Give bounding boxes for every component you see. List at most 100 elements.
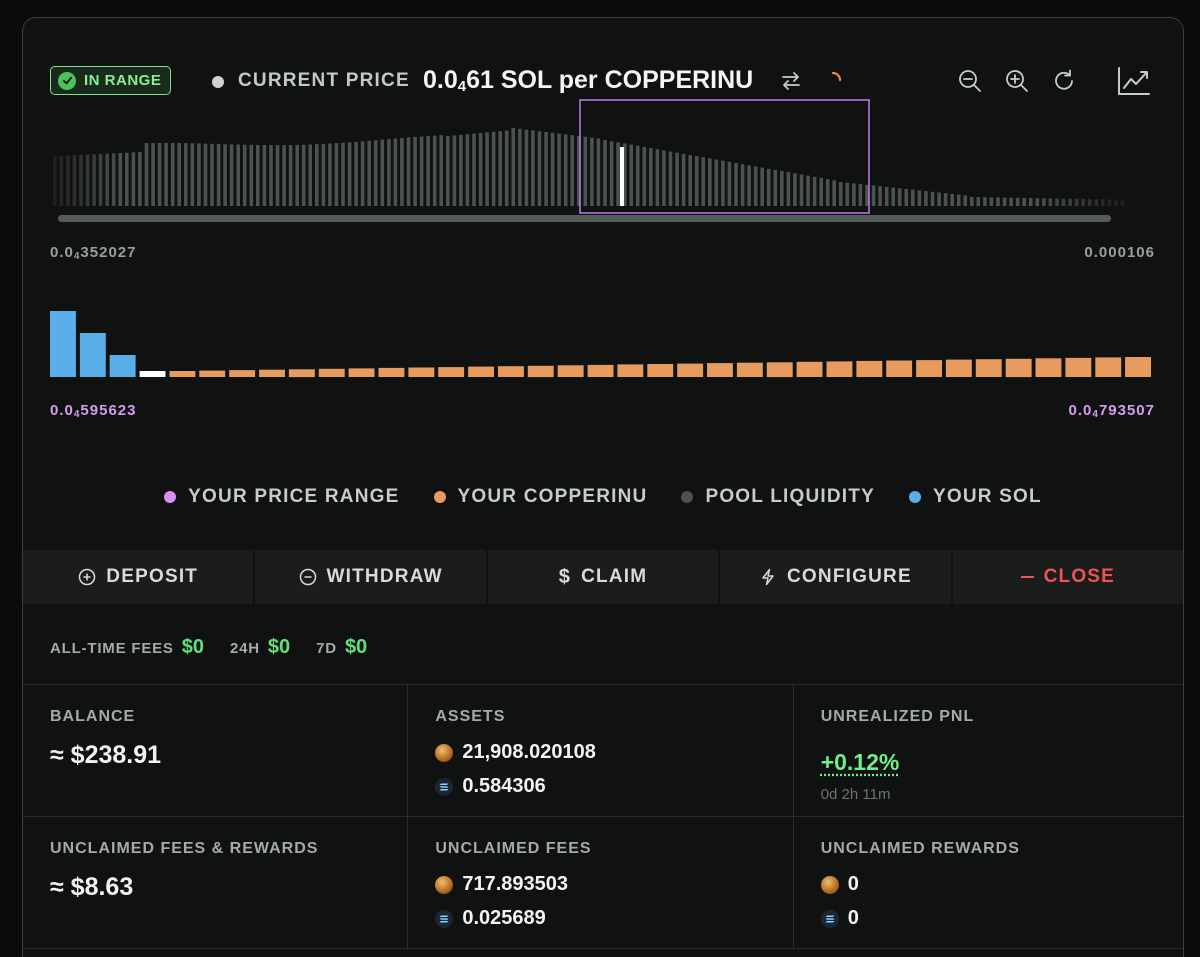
pool-liquidity-bar	[688, 155, 692, 206]
pool-liquidity-bar	[1120, 199, 1125, 206]
copperinu-position-bar	[796, 361, 823, 377]
pool-liquidity-bar	[760, 167, 764, 206]
pool-liquidity-bar	[203, 143, 208, 206]
chart-scrollbar[interactable]	[58, 215, 1111, 222]
pool-liquidity-bar	[321, 143, 326, 206]
reset-icon[interactable]	[1051, 68, 1077, 94]
legend-dot	[164, 491, 177, 503]
pool-liquidity-bar	[721, 160, 725, 206]
pool-liquidity-bar	[943, 193, 948, 206]
pool-liquidity-bar	[937, 192, 941, 206]
unclaimed-reward-copperinu: 0	[820, 873, 1183, 896]
copperinu-position-bar	[527, 365, 554, 378]
pool-liquidity-bar	[59, 155, 64, 206]
pool-liquidity-bar	[1048, 198, 1053, 206]
current-price-marker	[620, 147, 624, 206]
pool-liquidity-bar	[380, 139, 385, 206]
pool-liquidity-bar	[1094, 199, 1099, 206]
pool-liquidity-bar	[917, 190, 922, 206]
copperinu-position-bar	[318, 368, 345, 377]
pool-liquidity-bar	[419, 136, 424, 206]
configure-button[interactable]: CONFIGURE	[720, 550, 953, 604]
pool-liquidity-bar	[144, 143, 149, 206]
pool-liquidity-bar	[852, 183, 856, 206]
pool-liquidity-bar	[269, 145, 273, 206]
pool-liquidity-bar	[53, 156, 57, 206]
copperinu-position-bar	[1065, 357, 1092, 377]
sol-position-bar	[79, 333, 106, 377]
pool-liquidity-bar	[295, 144, 299, 206]
pool-liquidity-bar	[98, 153, 103, 206]
pool-liquidity-bar	[92, 154, 96, 206]
copperinu-position-bar	[438, 367, 465, 377]
pool-liquidity-bar	[799, 174, 804, 206]
pool-liquidity-bar	[1101, 199, 1105, 206]
all-time-fees-value: $0	[181, 636, 204, 658]
pool-liquidity-bar	[858, 184, 863, 206]
swap-icon[interactable]	[779, 69, 803, 93]
legend-copperinu: YOUR COPPERINU	[433, 486, 648, 508]
close-position-button[interactable]: CLOSE	[953, 550, 1183, 604]
pool-liquidity-bar	[753, 166, 758, 206]
unclaimed-total-cell: UNCLAIMED FEES & REWARDS ≈ $8.63	[23, 817, 409, 948]
legend-sol: YOUR SOL	[908, 486, 1042, 508]
copperinu-position-bar	[975, 359, 1002, 377]
pool-liquidity-bar	[557, 133, 561, 206]
24h-fees-value: $0	[267, 636, 291, 658]
copperinu-position-bar	[557, 365, 584, 377]
pool-liquidity-chart[interactable]	[23, 98, 1184, 228]
pool-liquidity-bar	[347, 142, 352, 206]
current-price-label: CURRENT PRICE	[238, 70, 410, 91]
deposit-button[interactable]: DEPOSIT	[23, 550, 256, 604]
chart-icon[interactable]	[1117, 66, 1151, 96]
pool-liquidity-bar	[341, 142, 345, 206]
pool-liquidity-bar	[354, 141, 358, 206]
pool-liquidity-bar	[1068, 198, 1072, 206]
pool-liquidity-bar	[151, 143, 155, 206]
current-price-value: 0.0461 SOL per COPPERINU	[423, 66, 754, 95]
position-max-label: 0.04793507	[1068, 402, 1155, 420]
withdraw-button[interactable]: WITHDRAW	[255, 550, 488, 604]
pool-liquidity-bar	[825, 179, 830, 206]
pool-liquidity-bar	[242, 144, 247, 206]
pool-liquidity-bar	[138, 152, 142, 206]
price-range-selection[interactable]	[579, 99, 870, 214]
copperinu-position-bar	[916, 360, 942, 377]
zoom-in-icon[interactable]	[1004, 68, 1030, 94]
position-panel: IN RANGE CURRENT PRICE 0.0461 SOL per CO…	[22, 17, 1184, 957]
pool-liquidity-bar	[727, 161, 732, 206]
claim-button[interactable]: $ CLAIM	[488, 550, 721, 604]
pool-liquidity-bar	[393, 138, 398, 206]
fees-summary: ALL-TIME FEES $0 24H $0 7D $0	[50, 636, 393, 659]
unclaimed-rewards-label: UNCLAIMED REWARDS	[820, 840, 1020, 857]
pool-liquidity-bar	[197, 143, 201, 206]
pool-liquidity-bar	[662, 150, 666, 206]
pool-liquidity-bar	[635, 145, 640, 207]
pool-liquidity-bar	[256, 144, 260, 206]
pool-liquidity-bar	[524, 129, 529, 206]
pool-liquidity-bar	[897, 188, 902, 206]
pool-liquidity-bar	[511, 128, 516, 206]
pool-liquidity-bar	[740, 164, 745, 207]
pnl-value[interactable]: +0.12%	[820, 749, 900, 775]
legend-dot	[681, 491, 694, 503]
pool-liquidity-bar	[1107, 199, 1112, 206]
in-range-badge: IN RANGE	[50, 66, 172, 95]
pool-liquidity-bar	[1114, 199, 1118, 206]
position-min-label: 0.04595623	[50, 402, 137, 420]
zoom-out-icon[interactable]	[957, 68, 983, 94]
legend-dot	[908, 491, 921, 503]
pool-liquidity-bar	[708, 158, 712, 206]
pool-liquidity-bar	[577, 136, 581, 206]
pool-liquidity-bar	[1022, 198, 1026, 206]
pool-liquidity-bar	[518, 128, 522, 206]
pool-liquidity-bar	[452, 135, 457, 206]
copperinu-position-bar	[587, 364, 614, 377]
copperinu-token-icon	[435, 743, 454, 762]
pool-liquidity-bar	[262, 145, 267, 206]
pool-liquidity-bar	[308, 144, 312, 206]
pool-liquidity-bar	[1002, 197, 1007, 206]
pool-liquidity-bar	[275, 145, 280, 206]
pool-liquidity-bar	[301, 144, 306, 206]
7d-fees-label: 7D	[316, 640, 337, 657]
